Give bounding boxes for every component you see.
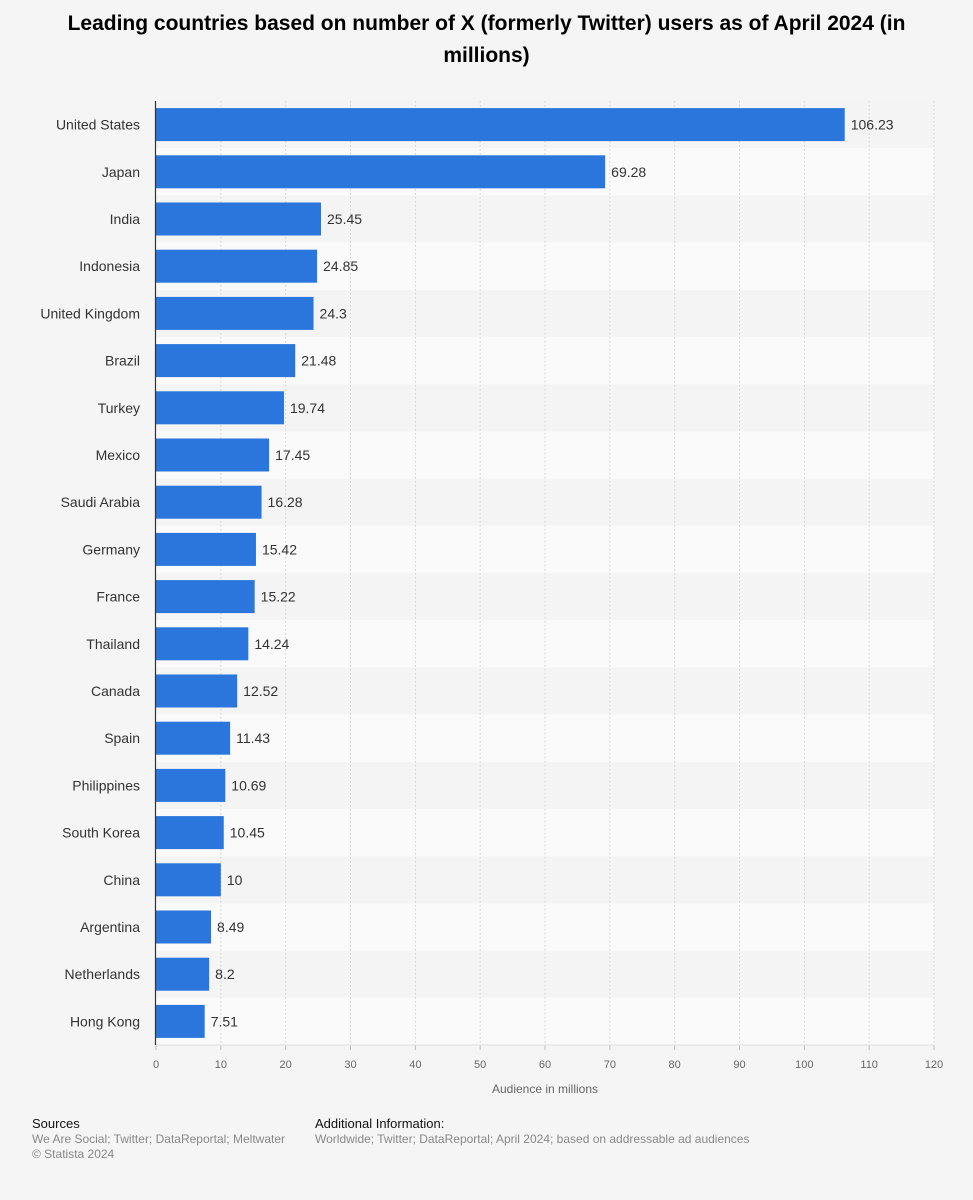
bar — [156, 1004, 205, 1038]
bar — [156, 674, 238, 708]
row-band — [156, 809, 934, 857]
bar — [156, 485, 262, 519]
bar — [156, 627, 249, 661]
value-label: 7.51 — [211, 1013, 238, 1029]
category-label: Turkey — [98, 400, 140, 416]
x-tick-label: 40 — [409, 1059, 421, 1071]
category-label: Canada — [91, 683, 140, 699]
category-label: United Kingdom — [40, 305, 140, 321]
category-label: France — [96, 589, 140, 605]
x-tick-label: 90 — [733, 1059, 745, 1071]
x-tick-label: 30 — [344, 1059, 356, 1071]
x-tick-label: 0 — [153, 1059, 159, 1071]
bar — [156, 249, 318, 283]
value-label: 25.45 — [327, 211, 362, 227]
value-label: 21.48 — [301, 353, 336, 369]
category-label: China — [103, 872, 140, 888]
value-label: 8.2 — [215, 966, 235, 982]
additional-info-heading: Additional Information: — [315, 1116, 445, 1131]
sources-heading: Sources — [32, 1116, 80, 1131]
bar — [156, 532, 256, 566]
x-tick-label: 110 — [860, 1059, 878, 1071]
bar — [156, 816, 224, 850]
bar — [156, 296, 314, 330]
row-band — [156, 903, 934, 951]
category-label: Japan — [102, 164, 140, 180]
value-label: 8.49 — [217, 919, 244, 935]
bar — [156, 957, 210, 991]
category-label: Brazil — [105, 353, 140, 369]
bar — [156, 438, 270, 472]
value-label: 15.42 — [262, 541, 297, 557]
category-label: Argentina — [80, 919, 140, 935]
bar — [156, 391, 284, 425]
category-label: Hong Kong — [70, 1013, 140, 1029]
value-label: 19.74 — [290, 400, 325, 416]
value-label: 10 — [227, 872, 243, 888]
value-label: 10.69 — [231, 777, 266, 793]
category-label: Thailand — [86, 636, 140, 652]
category-label: Philippines — [72, 777, 140, 793]
category-label: Saudi Arabia — [61, 494, 141, 510]
bar — [156, 768, 226, 802]
category-label: South Korea — [62, 825, 140, 841]
row-band — [156, 620, 934, 668]
x-tick-label: 20 — [280, 1059, 292, 1071]
row-band — [156, 573, 934, 621]
chart-title: Leading countries based on number of X (… — [67, 12, 906, 67]
x-axis-title: Audience in millions — [492, 1082, 598, 1096]
category-label: Indonesia — [79, 258, 140, 274]
row-band — [156, 856, 934, 904]
bar-chart: 0 10 20 30 40 50 60 70 80 90 100 110 120 United State… — [40, 101, 943, 1096]
value-label: 24.85 — [323, 258, 358, 274]
category-label: Netherlands — [65, 966, 141, 982]
sources-text: We Are Social; Twitter; DataReportal; Me… — [32, 1132, 285, 1146]
x-tick-label: 120 — [925, 1059, 943, 1071]
sources-section: Sources We Are Social; Twitter; DataRepo… — [32, 1116, 285, 1162]
value-label: 11.43 — [236, 730, 270, 746]
bar — [156, 580, 255, 614]
value-label: 16.28 — [268, 494, 303, 510]
row-band — [156, 667, 934, 715]
value-label: 24.3 — [320, 305, 347, 321]
x-tick-label: 10 — [215, 1059, 227, 1071]
row-band — [156, 431, 934, 479]
category-label: Germany — [82, 541, 140, 557]
row-band — [156, 384, 934, 432]
value-label: 12.52 — [243, 683, 278, 699]
additional-info-text: Worldwide; Twitter; DataReportal; April … — [315, 1132, 750, 1146]
bar — [156, 721, 231, 755]
category-label: Spain — [104, 730, 140, 746]
additional-info-section: Additional Information: Worldwide; Twitt… — [315, 1116, 749, 1147]
x-tick-label: 100 — [795, 1059, 813, 1071]
value-label: 69.28 — [611, 164, 646, 180]
bar — [156, 863, 221, 897]
category-label: United States — [56, 117, 140, 133]
category-label: India — [110, 211, 141, 227]
x-tick-label: 60 — [539, 1059, 551, 1071]
bar — [156, 910, 212, 944]
x-tick-label: 50 — [474, 1059, 486, 1071]
value-label: 10.45 — [230, 825, 265, 841]
bar — [156, 155, 606, 189]
value-label: 15.22 — [261, 589, 296, 605]
x-tick-label: 80 — [669, 1059, 681, 1071]
bar — [156, 344, 296, 378]
category-label: Mexico — [96, 447, 141, 463]
value-label: 17.45 — [275, 447, 310, 463]
x-tick-label: 70 — [604, 1059, 616, 1071]
copyright-text: © Statista 2024 — [32, 1147, 115, 1161]
bar — [156, 202, 322, 236]
bar — [156, 108, 845, 142]
value-label: 106.23 — [851, 117, 894, 133]
value-label: 14.24 — [254, 636, 289, 652]
